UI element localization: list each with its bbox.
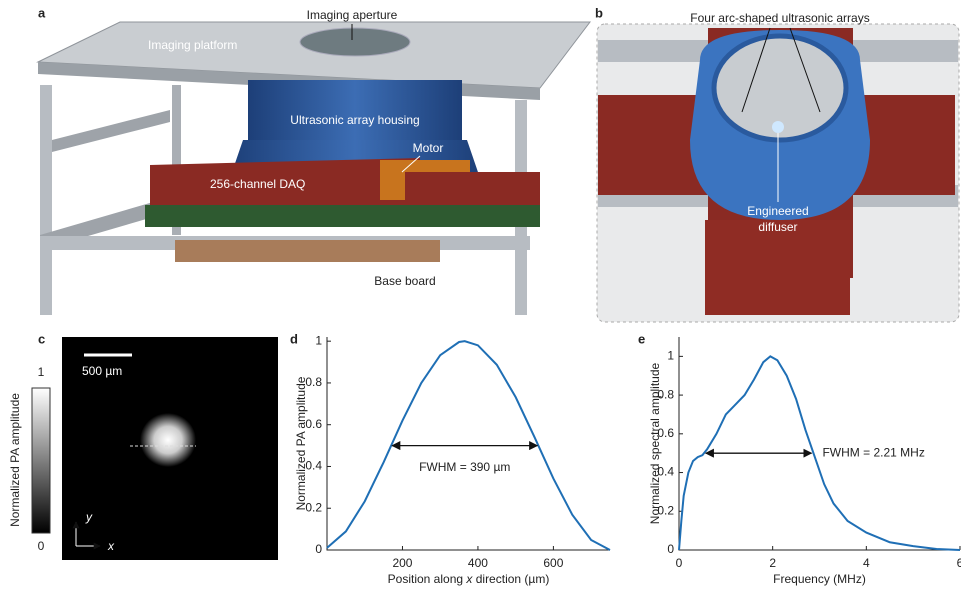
label: diffuser [758, 220, 797, 234]
label: Four arc-shaped ultrasonic arrays [690, 11, 869, 25]
x-axis-label: Position along x direction (µm) [388, 572, 550, 586]
x-tick-label: 400 [468, 556, 488, 570]
annotation: FWHM = 390 µm [419, 460, 510, 474]
data-line [678, 355, 961, 551]
y-axis-label: Normalized PA amplitude [294, 376, 308, 510]
x-tick-label: 2 [769, 556, 776, 570]
panel-letter: a [38, 5, 46, 20]
panel-letter: b [595, 5, 603, 20]
x-axis-label: Frequency (MHz) [773, 572, 866, 586]
y-tick-label: 0 [667, 542, 674, 556]
y-tick-label: 1 [315, 333, 322, 347]
axis [326, 337, 610, 551]
leader [789, 27, 821, 113]
label: 256-channel DAQ [210, 177, 305, 191]
y-tick-label: 0.8 [657, 387, 674, 401]
y-tick-label: 0.6 [657, 426, 674, 440]
colorbar-tick-label: 0 [38, 539, 45, 553]
x-axis-label-part: x [465, 572, 473, 586]
panel-letter: d [290, 331, 298, 346]
x-tick-label: 4 [863, 556, 870, 570]
y-tick-label: 0 [315, 542, 322, 556]
pa-spot [140, 413, 196, 467]
scale-bar-label: 500 µm [82, 364, 122, 378]
data-line [326, 340, 611, 551]
axis-label: y [85, 510, 93, 524]
x-tick-label: 600 [543, 556, 563, 570]
y-tick-label: 0.6 [305, 417, 322, 431]
x-axis-label-part: Position along [388, 572, 467, 586]
y-tick-label: 0.2 [305, 500, 322, 514]
x-axis-label-part: direction (µm) [472, 572, 549, 586]
y-tick-label: 0.2 [657, 503, 674, 517]
label: Imaging platform [148, 38, 237, 52]
x-tick-label: 6 [957, 556, 961, 570]
x-axis-label-part: Frequency (MHz) [773, 572, 866, 586]
panel-b-illustration [598, 28, 958, 315]
x-tick-label: 200 [392, 556, 412, 570]
y-tick-label: 1 [667, 349, 674, 363]
axis [678, 337, 960, 551]
y-tick-label: 0.4 [657, 465, 674, 479]
y-axis-label: Normalized spectral amplitude [648, 362, 662, 524]
colorbar [31, 387, 51, 534]
leader [401, 155, 421, 173]
diffuser [772, 121, 784, 133]
leader [741, 27, 771, 113]
panel-letter: e [638, 331, 645, 346]
label: Ultrasonic array housing [290, 113, 419, 127]
label: Engineered [747, 204, 808, 218]
colorbar-label: Normalized PA amplitude [8, 393, 22, 527]
y-tick-label: 0.8 [305, 375, 322, 389]
panel-letter: c [38, 331, 45, 346]
label: Base board [374, 274, 435, 288]
colorbar-tick-label: 1 [38, 365, 45, 379]
axis-label: x [107, 539, 115, 553]
x-tick-label: 0 [676, 556, 683, 570]
label: Motor [413, 141, 444, 155]
panel-a-illustration [36, 21, 592, 315]
label: Imaging aperture [307, 8, 398, 22]
annotation: FWHM = 2.21 MHz [822, 445, 924, 459]
y-tick-label: 0.4 [305, 459, 322, 473]
